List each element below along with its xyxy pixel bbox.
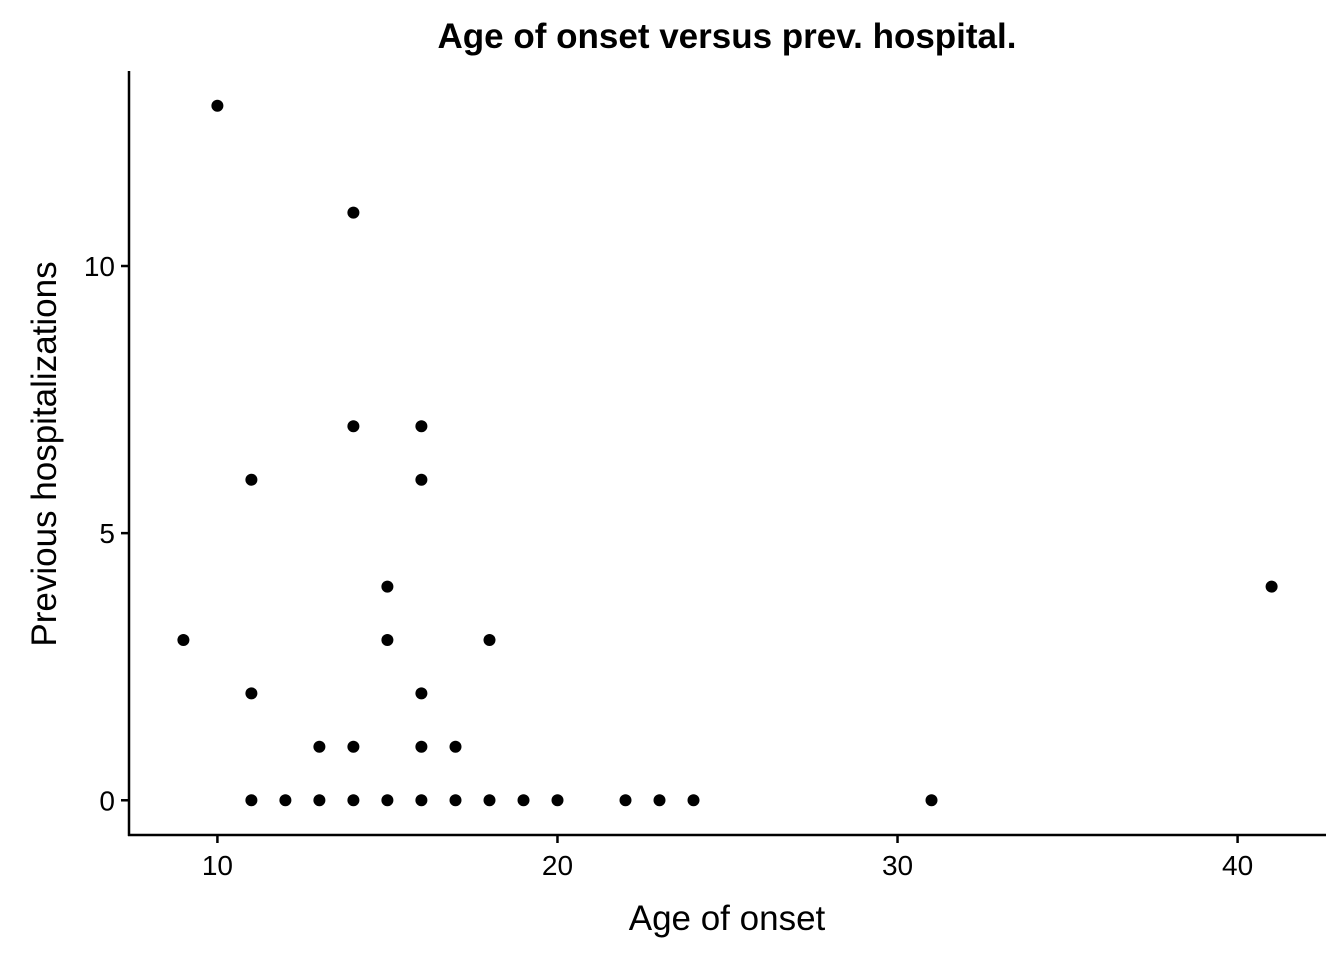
data-point bbox=[449, 794, 462, 807]
data-point bbox=[1265, 580, 1278, 593]
data-point bbox=[347, 420, 360, 433]
data-point bbox=[483, 794, 496, 807]
data-point bbox=[619, 794, 632, 807]
y-axis-ticks: 0 5 10 bbox=[84, 251, 129, 816]
data-point bbox=[313, 740, 326, 753]
data-point bbox=[177, 634, 190, 646]
x-axis-ticks: 10 20 30 40 bbox=[202, 835, 1253, 881]
data-points bbox=[177, 99, 1278, 807]
data-point bbox=[925, 794, 938, 807]
data-point bbox=[347, 794, 360, 807]
data-point bbox=[313, 794, 326, 807]
data-point bbox=[551, 794, 564, 807]
chart-title: Age of onset versus prev. hospital. bbox=[438, 17, 1017, 56]
x-tick-label: 20 bbox=[542, 850, 573, 881]
data-point bbox=[347, 740, 360, 753]
data-point bbox=[415, 473, 428, 486]
y-tick-label: 10 bbox=[84, 251, 115, 282]
data-point bbox=[415, 794, 428, 807]
y-tick-label: 0 bbox=[99, 785, 115, 816]
data-point bbox=[245, 794, 258, 807]
data-point bbox=[381, 794, 394, 807]
data-point bbox=[415, 740, 428, 753]
data-point bbox=[415, 687, 428, 700]
y-axis-title: Previous hospitalizations bbox=[25, 261, 64, 646]
x-tick-label: 30 bbox=[882, 850, 913, 881]
y-tick-label: 5 bbox=[99, 518, 115, 549]
data-point bbox=[381, 634, 394, 646]
data-point bbox=[347, 206, 360, 219]
data-point bbox=[653, 794, 666, 807]
x-axis-title: Age of onset bbox=[629, 899, 826, 938]
data-point bbox=[245, 473, 258, 486]
x-tick-label: 10 bbox=[202, 850, 233, 881]
data-point bbox=[279, 794, 292, 807]
data-point bbox=[687, 794, 700, 807]
data-point bbox=[245, 687, 258, 700]
data-point bbox=[449, 740, 462, 753]
data-point bbox=[415, 420, 428, 433]
data-point bbox=[483, 634, 496, 646]
data-point bbox=[517, 794, 530, 807]
data-point bbox=[381, 580, 394, 593]
x-tick-label: 40 bbox=[1222, 850, 1253, 881]
data-point bbox=[211, 99, 224, 112]
